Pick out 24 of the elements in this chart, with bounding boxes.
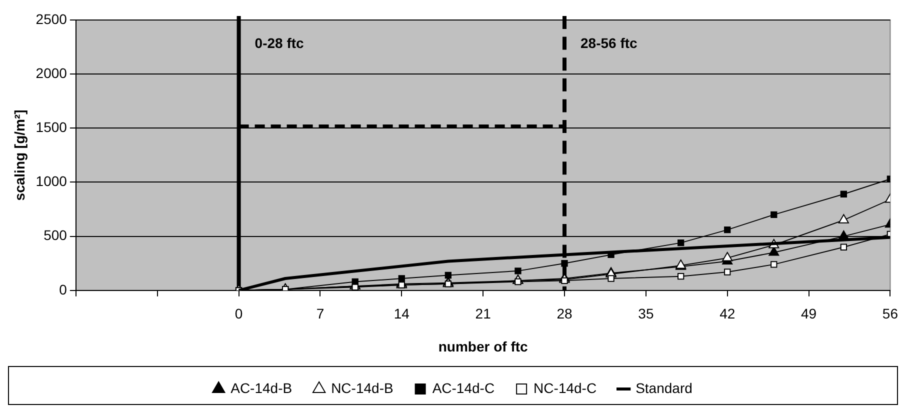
y-tick-label: 500 <box>44 227 68 244</box>
y-tick-label: 2000 <box>36 64 68 81</box>
y-tick-label: 1000 <box>36 173 68 190</box>
x-tick-label: 42 <box>720 306 736 322</box>
legend-label: AC-14d-B <box>230 380 292 396</box>
y-tick-label: 0 <box>59 281 68 298</box>
x-tick-label: 0 <box>234 306 243 322</box>
x-tick-label: 35 <box>638 306 654 322</box>
x-tick-label: 28 <box>556 306 573 322</box>
legend-label: NC-14d-C <box>534 380 597 396</box>
ref-line-label: 0-28 ftc <box>254 34 304 51</box>
x-tick-label: 7 <box>316 306 324 322</box>
legend-label: NC-14d-B <box>331 380 394 396</box>
legend-label: AC-14d-C <box>432 380 495 396</box>
x-tick-label: 49 <box>801 306 817 322</box>
y-tick-label: 1500 <box>36 119 68 136</box>
x-tick-label: 56 <box>882 306 898 322</box>
legend-label: Standard <box>636 380 692 396</box>
x-tick-label: 21 <box>475 306 492 322</box>
x-tick-label: 14 <box>394 306 410 322</box>
y-axis-title: scaling [g/m²] <box>11 110 28 201</box>
ref-line-label: 28-56 ftc <box>580 34 638 51</box>
y-tick-label: 2500 <box>36 10 68 27</box>
x-axis-title: number of ftc <box>438 338 528 354</box>
